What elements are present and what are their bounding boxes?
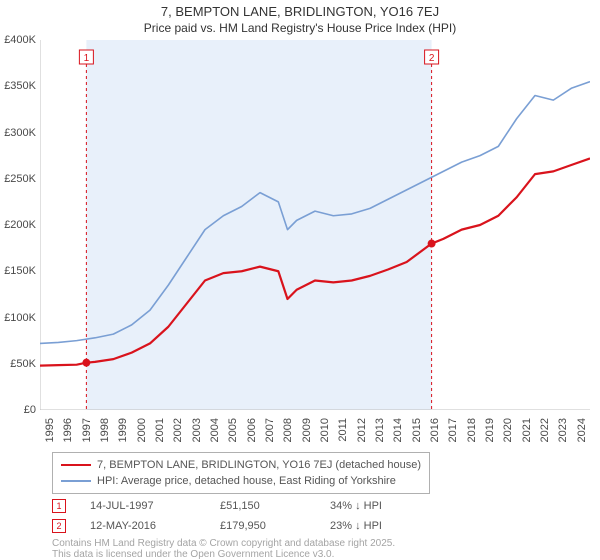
legend-swatch-price	[61, 464, 91, 466]
x-axis-label: 2017	[447, 418, 459, 442]
x-axis-label: 1999	[117, 418, 129, 442]
x-axis-label: 2009	[301, 418, 313, 442]
x-axis-label: 2023	[557, 418, 569, 442]
y-axis-label: £300K	[0, 127, 36, 139]
x-axis-label: 2006	[246, 418, 258, 442]
x-axis-label: 2002	[172, 418, 184, 442]
sale-delta-2: 23% ↓ HPI	[330, 520, 440, 532]
x-axis-label: 2019	[484, 418, 496, 442]
x-axis-label: 2012	[356, 418, 368, 442]
x-axis-label: 2000	[136, 418, 148, 442]
sale-price-2: £179,950	[220, 520, 330, 532]
sale-row-1: 1 14-JUL-1997 £51,150 34% ↓ HPI	[52, 496, 440, 516]
x-axis-label: 2014	[392, 418, 404, 442]
sale-marker-1: 1	[52, 499, 66, 513]
svg-text:1: 1	[84, 53, 90, 64]
x-axis-label: 2007	[264, 418, 276, 442]
x-axis-label: 2003	[191, 418, 203, 442]
title-line2: Price paid vs. HM Land Registry's House …	[0, 21, 600, 35]
title-line1: 7, BEMPTON LANE, BRIDLINGTON, YO16 7EJ	[0, 4, 600, 19]
x-axis-label: 1997	[81, 418, 93, 442]
x-axis-label: 2013	[374, 418, 386, 442]
x-axis-label: 2016	[429, 418, 441, 442]
x-axis-label: 2005	[227, 418, 239, 442]
y-axis-label: £350K	[0, 80, 36, 92]
sale-price-1: £51,150	[220, 500, 330, 512]
x-axis-label: 2021	[521, 418, 533, 442]
y-axis-label: £100K	[0, 312, 36, 324]
svg-text:2: 2	[429, 53, 435, 64]
footer: Contains HM Land Registry data © Crown c…	[52, 538, 395, 560]
x-axis-label: 2010	[319, 418, 331, 442]
x-axis-label: 2001	[154, 418, 166, 442]
x-axis-label: 1995	[44, 418, 56, 442]
x-axis-label: 2015	[411, 418, 423, 442]
y-axis-label: £0	[0, 404, 36, 416]
legend-label-price: 7, BEMPTON LANE, BRIDLINGTON, YO16 7EJ (…	[97, 459, 421, 471]
x-axis-label: 2024	[576, 418, 588, 442]
y-axis-label: £150K	[0, 265, 36, 277]
chart-area: 12 £0£50K£100K£150K£200K£250K£300K£350K£…	[40, 40, 590, 410]
legend-row-price: 7, BEMPTON LANE, BRIDLINGTON, YO16 7EJ (…	[61, 457, 421, 473]
chart-container: 7, BEMPTON LANE, BRIDLINGTON, YO16 7EJ P…	[0, 0, 600, 560]
y-axis-label: £200K	[0, 219, 36, 231]
sale-date-1: 14-JUL-1997	[90, 500, 220, 512]
x-axis-label: 2018	[466, 418, 478, 442]
chart-svg: 12	[40, 40, 590, 410]
sale-marker-2: 2	[52, 519, 66, 533]
title-block: 7, BEMPTON LANE, BRIDLINGTON, YO16 7EJ P…	[0, 0, 600, 35]
legend-swatch-hpi	[61, 480, 91, 482]
sale-delta-1: 34% ↓ HPI	[330, 500, 440, 512]
legend-row-hpi: HPI: Average price, detached house, East…	[61, 473, 421, 489]
x-axis-label: 1996	[62, 418, 74, 442]
y-axis-label: £250K	[0, 173, 36, 185]
legend: 7, BEMPTON LANE, BRIDLINGTON, YO16 7EJ (…	[52, 452, 430, 494]
x-axis-label: 2022	[539, 418, 551, 442]
footer-line1: Contains HM Land Registry data © Crown c…	[52, 538, 395, 549]
x-axis-label: 1998	[99, 418, 111, 442]
y-axis-label: £400K	[0, 34, 36, 46]
x-axis-label: 2004	[209, 418, 221, 442]
y-axis-label: £50K	[0, 358, 36, 370]
legend-label-hpi: HPI: Average price, detached house, East…	[97, 475, 396, 487]
sale-row-2: 2 12-MAY-2016 £179,950 23% ↓ HPI	[52, 516, 440, 536]
x-axis-label: 2020	[502, 418, 514, 442]
sale-date-2: 12-MAY-2016	[90, 520, 220, 532]
sale-rows: 1 14-JUL-1997 £51,150 34% ↓ HPI 2 12-MAY…	[52, 496, 440, 536]
x-axis-label: 2011	[337, 418, 349, 442]
x-axis-label: 2008	[282, 418, 294, 442]
footer-line2: This data is licensed under the Open Gov…	[52, 549, 395, 560]
